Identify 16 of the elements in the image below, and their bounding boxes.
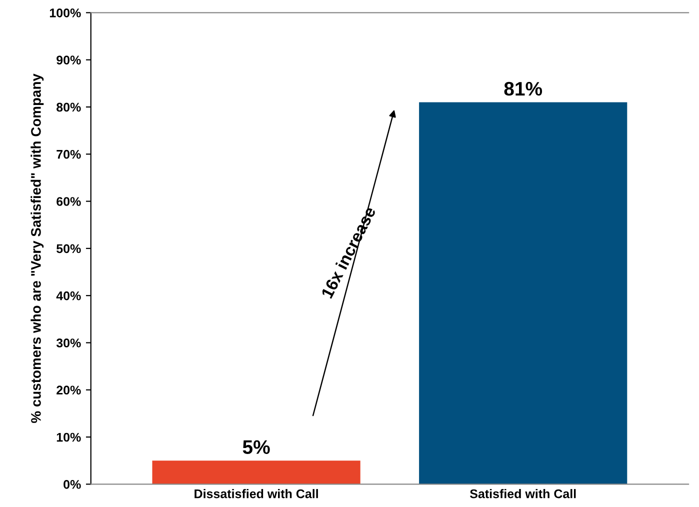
y-axis-title: % customers who are "Very Satisfied" with Company: [30, 74, 44, 423]
y-tick-label: 90%: [56, 56, 81, 64]
y-tick-label: 40%: [56, 291, 81, 300]
y-tick-label: 70%: [56, 150, 81, 159]
y-tick-label: 30%: [56, 338, 81, 348]
data-label: 5%: [242, 440, 270, 454]
y-tick-label: 0%: [64, 480, 81, 489]
y-tick-label: 100%: [50, 8, 81, 18]
x-tick-label: Dissatisfied with Call: [194, 489, 318, 498]
y-tick-label: 10%: [56, 432, 81, 442]
y-tick-label: 50%: [56, 244, 81, 254]
y-tick-label: 80%: [56, 102, 81, 112]
y-tick-label: 60%: [56, 197, 81, 206]
y-tick-label: 20%: [56, 386, 81, 395]
x-tick-label: Satisfied with Call: [470, 489, 576, 498]
data-label: 81%: [504, 82, 542, 96]
